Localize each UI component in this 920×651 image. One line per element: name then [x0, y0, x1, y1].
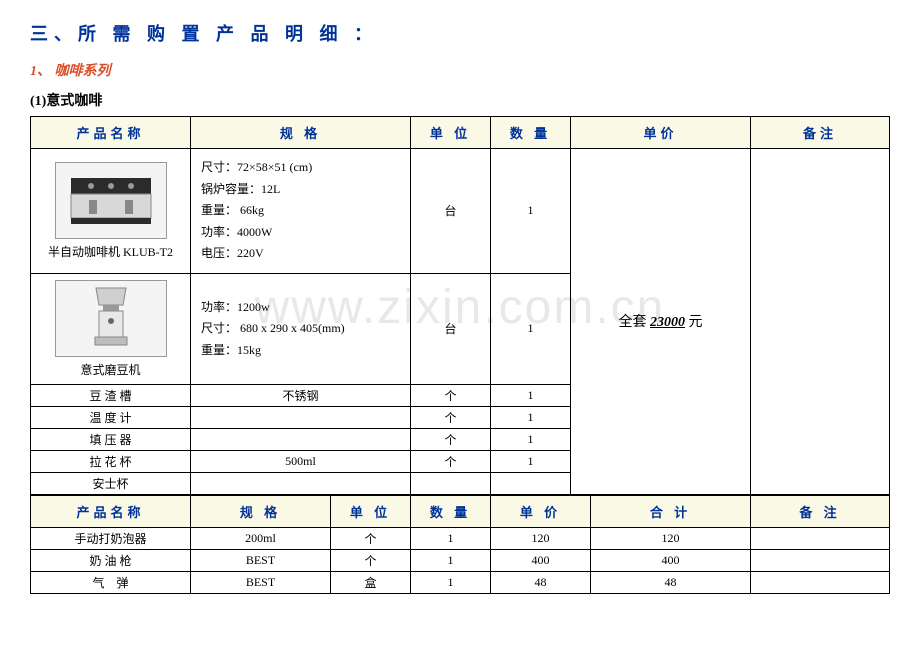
- spec-cell: 500ml: [191, 450, 411, 472]
- price-cell: 全套 23000 元: [571, 149, 751, 495]
- th-product: 产品名称: [31, 495, 191, 527]
- spec-cell: BEST: [191, 571, 331, 593]
- price-cell: 400: [491, 549, 591, 571]
- th-unit: 单 位: [411, 117, 491, 149]
- unit-cell: 个: [411, 450, 491, 472]
- remark-cell: [751, 571, 890, 593]
- total-cell: 48: [591, 571, 751, 593]
- spec-cell: 200ml: [191, 527, 331, 549]
- unit-cell: 台: [411, 149, 491, 274]
- product-image-espresso-machine: [55, 162, 167, 239]
- spec-cell: 不锈钢: [191, 384, 411, 406]
- product-cell: 半自动咖啡机 KLUB-T2: [31, 149, 191, 274]
- product-image-grinder: [55, 280, 167, 357]
- sub-heading: (1)意式咖啡: [30, 90, 890, 110]
- price-prefix: 全套: [619, 315, 651, 330]
- unit-cell: [411, 472, 491, 494]
- spec-line: 功率：1200w: [201, 297, 400, 319]
- th-qty: 数 量: [491, 117, 571, 149]
- total-cell: 120: [591, 527, 751, 549]
- table-row: 奶 油 枪 BEST 个 1 400 400: [31, 549, 890, 571]
- th-spec: 规 格: [191, 495, 331, 527]
- qty-cell: 1: [491, 428, 571, 450]
- price-amount: 23000: [650, 315, 685, 330]
- name-cell: 气 弹: [31, 571, 191, 593]
- qty-cell: 1: [491, 450, 571, 472]
- spec-cell: BEST: [191, 549, 331, 571]
- price-cell: 120: [491, 527, 591, 549]
- spec-line: 功率：4000W: [201, 222, 400, 244]
- section-heading: 三、所 需 购 置 产 品 明 细 ：: [30, 20, 890, 46]
- qty-cell: 1: [411, 527, 491, 549]
- product-table-2: 产品名称 规 格 单 位 数 量 单 价 合 计 备 注 手动打奶泡器 200m…: [30, 495, 890, 594]
- th-unit: 单 位: [331, 495, 411, 527]
- spec-line: 电压：220V: [201, 243, 400, 265]
- document-content: 三、所 需 购 置 产 品 明 细 ： 1、 咖啡系列 (1)意式咖啡 产品名称…: [30, 20, 890, 594]
- qty-cell: 1: [491, 149, 571, 274]
- unit-cell: 个: [411, 384, 491, 406]
- spec-line: 尺寸： 680 x 290 x 405(mm): [201, 318, 400, 340]
- table-row: 手动打奶泡器 200ml 个 1 120 120: [31, 527, 890, 549]
- th-qty: 数 量: [411, 495, 491, 527]
- table-row: 气 弹 BEST 盒 1 48 48: [31, 571, 890, 593]
- table-row: 半自动咖啡机 KLUB-T2 尺寸：72×58×51 (cm) 锅炉容量：12L…: [31, 149, 890, 274]
- spec-line: 重量：15kg: [201, 340, 400, 362]
- price-cell: 48: [491, 571, 591, 593]
- th-remark: 备注: [751, 117, 890, 149]
- spec-cell: [191, 428, 411, 450]
- series-heading: 1、 咖啡系列: [30, 60, 890, 80]
- name-cell: 手动打奶泡器: [31, 527, 191, 549]
- product-label: 意式磨豆机: [37, 361, 184, 378]
- remark-cell: [751, 549, 890, 571]
- unit-cell: 台: [411, 273, 491, 384]
- remark-cell: [751, 149, 890, 495]
- remark-cell: [751, 527, 890, 549]
- product-table-1: 产品名称 规 格 单 位 数 量 单价 备注: [30, 116, 890, 495]
- th-remark: 备 注: [751, 495, 890, 527]
- qty-cell: 1: [411, 571, 491, 593]
- unit-cell: 个: [411, 406, 491, 428]
- name-cell: 豆 渣 槽: [31, 384, 191, 406]
- name-cell: 安士杯: [31, 472, 191, 494]
- product-cell: 意式磨豆机: [31, 273, 191, 384]
- th-total: 合 计: [591, 495, 751, 527]
- name-cell: 温 度 计: [31, 406, 191, 428]
- spec-cell: [191, 472, 411, 494]
- spec-line: 尺寸：72×58×51 (cm): [201, 157, 400, 179]
- th-product: 产品名称: [31, 117, 191, 149]
- spec-line: 重量： 66kg: [201, 200, 400, 222]
- unit-cell: 个: [331, 549, 411, 571]
- spec-line: 锅炉容量：12L: [201, 179, 400, 201]
- qty-cell: 1: [491, 406, 571, 428]
- spec-cell: 功率：1200w 尺寸： 680 x 290 x 405(mm) 重量：15kg: [191, 273, 411, 384]
- qty-cell: 1: [411, 549, 491, 571]
- unit-cell: 个: [331, 527, 411, 549]
- total-cell: 400: [591, 549, 751, 571]
- spec-cell: 尺寸：72×58×51 (cm) 锅炉容量：12L 重量： 66kg 功率：40…: [191, 149, 411, 274]
- th-spec: 规 格: [191, 117, 411, 149]
- th-price: 单 价: [491, 495, 591, 527]
- table-header-row: 产品名称 规 格 单 位 数 量 单价 备注: [31, 117, 890, 149]
- product-label: 半自动咖啡机 KLUB-T2: [37, 243, 184, 260]
- table-header-row: 产品名称 规 格 单 位 数 量 单 价 合 计 备 注: [31, 495, 890, 527]
- qty-cell: 1: [491, 384, 571, 406]
- th-price: 单价: [571, 117, 751, 149]
- name-cell: 奶 油 枪: [31, 549, 191, 571]
- price-suffix: 元: [685, 315, 703, 330]
- qty-cell: 1: [491, 273, 571, 384]
- spec-cell: [191, 406, 411, 428]
- unit-cell: 盒: [331, 571, 411, 593]
- name-cell: 拉 花 杯: [31, 450, 191, 472]
- name-cell: 填 压 器: [31, 428, 191, 450]
- qty-cell: [491, 472, 571, 494]
- unit-cell: 个: [411, 428, 491, 450]
